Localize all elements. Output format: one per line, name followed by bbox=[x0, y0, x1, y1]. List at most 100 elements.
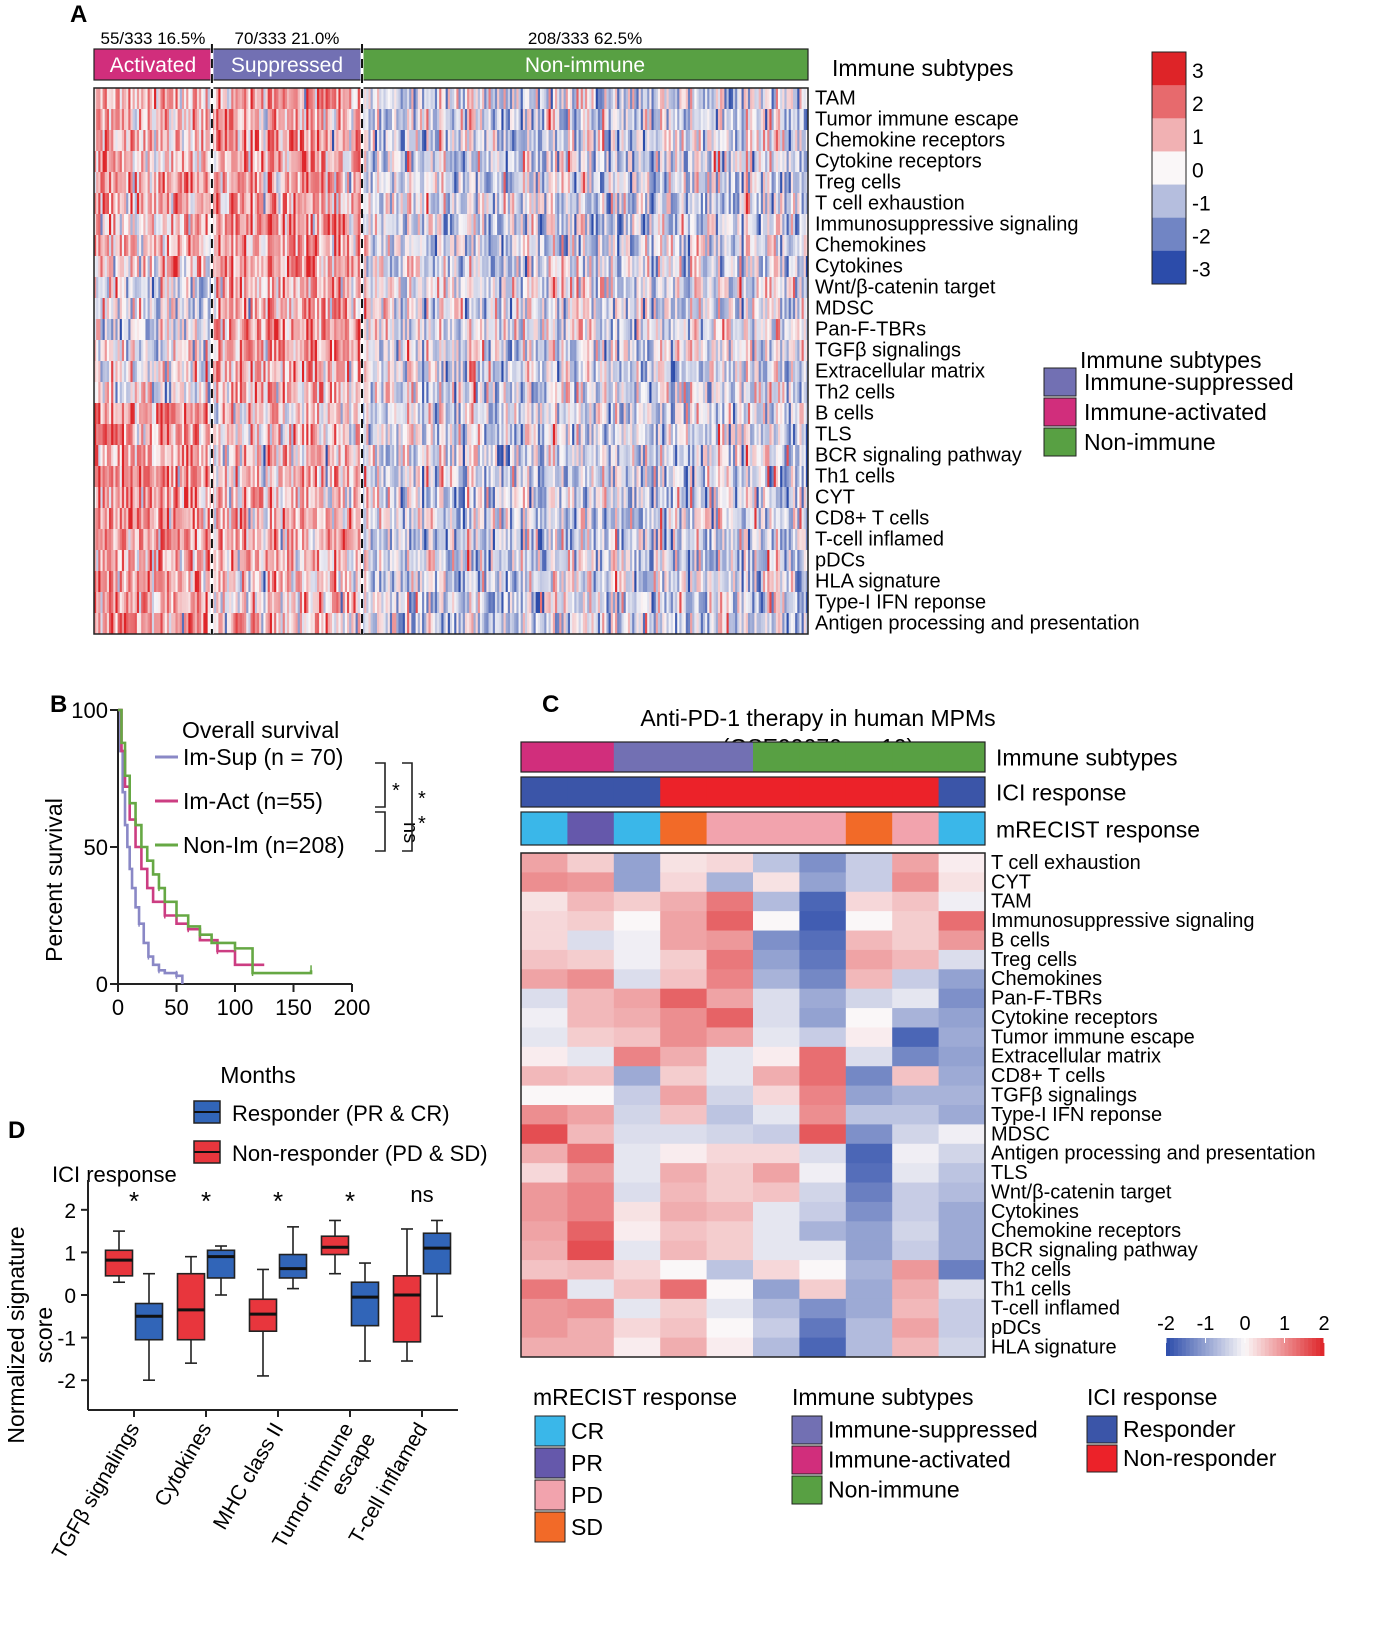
heatmap-cell bbox=[447, 214, 451, 236]
heatmap-cell bbox=[162, 382, 166, 404]
heatmap-cell bbox=[214, 508, 217, 530]
heatmap-cell bbox=[196, 487, 200, 509]
heatmap-cell bbox=[452, 151, 455, 173]
heatmap-cell bbox=[351, 256, 354, 278]
heatmap-cell bbox=[329, 298, 333, 320]
heatmap-cell bbox=[241, 193, 245, 215]
heatmap-cell bbox=[235, 424, 238, 446]
heatmap-cell bbox=[430, 550, 434, 572]
heatmap-cell bbox=[139, 592, 142, 614]
heatmap-cell bbox=[501, 193, 504, 215]
heatmap-cell bbox=[158, 550, 161, 572]
heatmap-cell bbox=[149, 550, 153, 572]
heatmap-cell bbox=[334, 571, 337, 593]
heatmap-cell bbox=[239, 214, 243, 236]
heatmap-cell bbox=[439, 424, 442, 446]
heatmap-cell bbox=[475, 592, 479, 614]
heatmap-cell bbox=[355, 298, 359, 320]
heatmap-cell bbox=[332, 382, 335, 404]
heatmap-cell bbox=[434, 193, 438, 215]
heatmap-cell bbox=[392, 508, 395, 530]
heatmap-cell bbox=[467, 592, 470, 614]
heatmap-cell bbox=[334, 613, 337, 635]
heatmap-cell bbox=[229, 214, 232, 236]
heatmap-cell bbox=[271, 571, 275, 593]
heatmap-cell bbox=[286, 445, 290, 467]
heatmap-cell bbox=[162, 172, 166, 194]
heatmap-cell bbox=[379, 361, 382, 383]
heatmap-cell bbox=[471, 361, 474, 383]
heatmap-cell bbox=[379, 214, 382, 236]
heatmap-cell bbox=[192, 571, 196, 593]
heatmap-cell bbox=[409, 88, 412, 110]
heatmap-cell bbox=[115, 403, 118, 425]
heatmap-cell bbox=[246, 445, 249, 467]
heatmap-cell bbox=[233, 193, 236, 215]
heatmap-cell bbox=[151, 466, 155, 488]
heatmap-cell bbox=[276, 613, 279, 635]
heatmap-cell bbox=[117, 508, 121, 530]
heatmap-cell bbox=[385, 487, 389, 509]
heatmap-cell bbox=[332, 571, 335, 593]
heatmap-cell bbox=[130, 319, 133, 341]
heatmap-cell bbox=[422, 214, 425, 236]
heatmap-cell bbox=[394, 403, 397, 425]
heatmap-cell bbox=[456, 613, 459, 635]
heatmap-cell bbox=[383, 88, 386, 110]
heatmap-cell bbox=[400, 529, 404, 551]
heatmap-cell bbox=[492, 487, 496, 509]
heatmap-cell bbox=[445, 298, 449, 320]
heatmap-cell bbox=[344, 277, 348, 299]
heatmap-cell bbox=[340, 214, 344, 236]
heatmap-cell bbox=[351, 403, 354, 425]
heatmap-cell bbox=[301, 88, 305, 110]
heatmap-cell bbox=[239, 613, 243, 635]
heatmap-cell bbox=[355, 592, 359, 614]
heatmap-cell bbox=[175, 214, 178, 236]
heatmap-cell bbox=[374, 382, 378, 404]
heatmap-cell bbox=[297, 424, 301, 446]
heatmap-cell bbox=[261, 235, 264, 257]
heatmap-cell bbox=[394, 445, 397, 467]
heatmap-cell bbox=[441, 550, 444, 572]
heatmap-cell bbox=[265, 424, 269, 446]
heatmap-cell bbox=[239, 256, 243, 278]
heatmap-cell bbox=[449, 109, 453, 131]
heatmap-cell bbox=[392, 613, 395, 635]
heatmap-cell bbox=[332, 298, 335, 320]
heatmap-cell bbox=[117, 256, 121, 278]
heatmap-cell bbox=[387, 256, 391, 278]
heatmap-cell bbox=[244, 529, 247, 551]
heatmap-cell bbox=[156, 424, 159, 446]
heatmap-cell bbox=[121, 298, 125, 320]
heatmap-cell bbox=[141, 529, 144, 551]
heatmap-cell bbox=[186, 151, 189, 173]
heatmap-cell bbox=[263, 403, 266, 425]
heatmap-cell bbox=[342, 592, 346, 614]
heatmap-cell bbox=[497, 613, 500, 635]
heatmap-cell bbox=[192, 109, 196, 131]
heatmap-cell bbox=[269, 382, 273, 404]
heatmap-cell bbox=[194, 361, 198, 383]
heatmap-cell bbox=[282, 571, 286, 593]
heatmap-cell bbox=[259, 193, 262, 215]
heatmap-cell bbox=[216, 193, 219, 215]
heatmap-cell bbox=[452, 592, 455, 614]
heatmap-cell bbox=[447, 340, 451, 362]
heatmap-cell bbox=[175, 109, 178, 131]
heatmap-cell bbox=[323, 445, 326, 467]
heatmap-cell bbox=[276, 508, 279, 530]
heatmap-cell bbox=[426, 529, 429, 551]
heatmap-cell bbox=[134, 571, 138, 593]
heatmap-cell bbox=[188, 487, 191, 509]
heatmap-cell bbox=[340, 403, 344, 425]
heatmap-cell bbox=[267, 256, 271, 278]
heatmap-cell bbox=[295, 550, 299, 572]
heatmap-cell bbox=[319, 319, 322, 341]
heatmap-cell bbox=[499, 445, 502, 467]
heatmap-cell bbox=[402, 88, 406, 110]
heatmap-cell bbox=[447, 88, 451, 110]
heatmap-cell bbox=[205, 130, 208, 152]
heatmap-cell bbox=[494, 172, 498, 194]
heatmap-cell bbox=[126, 319, 129, 341]
